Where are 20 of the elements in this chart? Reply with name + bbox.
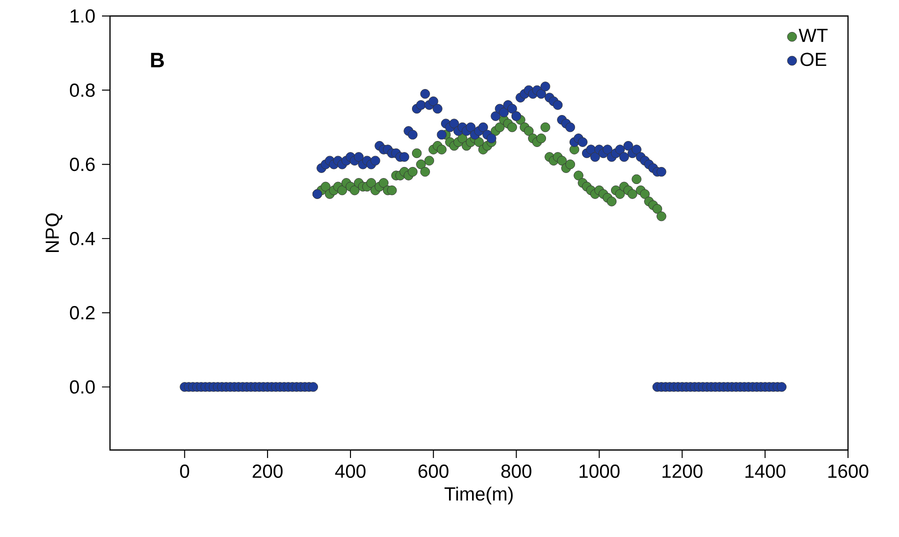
x-tick-label: 1200 [662,464,702,478]
legend-label: WT [798,28,828,42]
x-tick-label: 400 [335,464,366,478]
y-tick-label: 0.2 [70,306,95,320]
y-tick-label: 0.4 [70,232,95,246]
x-tick-label: 1600 [828,464,868,478]
y-tick-label: 0.6 [70,158,95,172]
y-tick-label: 0.8 [70,83,95,97]
x-tick-label: 800 [501,464,532,478]
x-tick-label: 600 [418,464,448,478]
y-tick-label: 1.0 [70,9,95,23]
x-tick-label: 1000 [580,464,620,478]
y-tick-label: 0.0 [70,380,95,394]
x-tick-label: 200 [252,464,283,478]
legend-label: OE [800,52,826,66]
y-axis-title: NPQ [46,213,62,252]
x-tick-label: 1400 [745,464,786,478]
x-axis-title: Time(m) [444,486,513,504]
x-tick-label: 0 [180,464,190,478]
annotation: B [151,52,164,68]
